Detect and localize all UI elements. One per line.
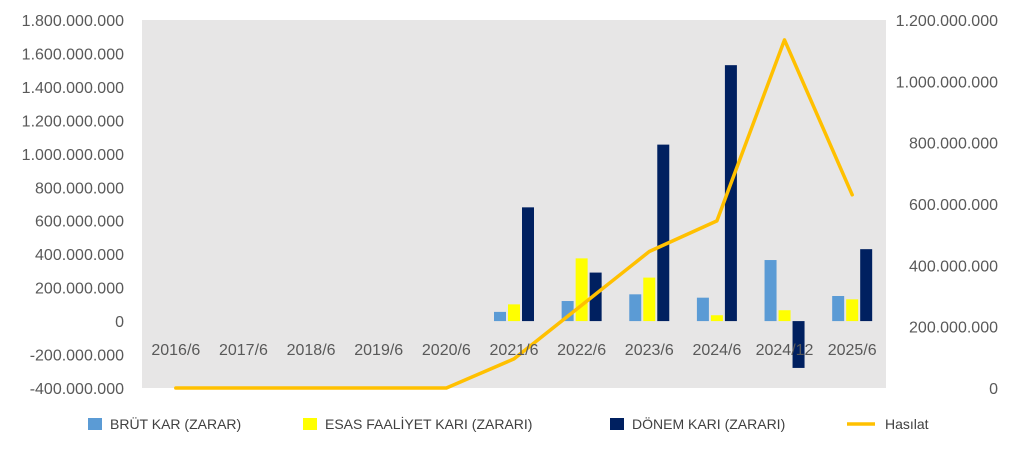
right-tick-label: 200.000.000 bbox=[909, 320, 998, 337]
left-tick-label: 1.200.000.000 bbox=[22, 113, 124, 130]
left-tick-label: 0 bbox=[115, 314, 124, 331]
right-tick-label: 800.000.000 bbox=[909, 136, 998, 153]
bar-1-2024-12 bbox=[764, 260, 777, 322]
bar-2-2022-6 bbox=[575, 258, 588, 322]
bar-2-2023-6 bbox=[643, 277, 656, 322]
left-tick-label: 1.600.000.000 bbox=[22, 46, 124, 63]
bar-2-2024-12 bbox=[778, 310, 791, 322]
bar-series-group bbox=[494, 65, 873, 368]
x-tick-label: 2019/6 bbox=[354, 342, 403, 359]
bar-2-2021-6 bbox=[508, 304, 520, 322]
x-tick-label: 2022/6 bbox=[557, 342, 606, 359]
x-tick-label: 2018/6 bbox=[287, 342, 336, 359]
left-tick-label: 1.800.000.000 bbox=[22, 13, 124, 30]
line-series-group bbox=[174, 38, 854, 390]
left-tick-label: 1.400.000.000 bbox=[22, 80, 124, 97]
bar-3-2024-12 bbox=[792, 321, 805, 368]
right-tick-label: 400.000.000 bbox=[909, 258, 998, 275]
left-tick-label: 600.000.000 bbox=[35, 214, 124, 231]
bar-3-2024-6 bbox=[724, 65, 737, 322]
bar-1-2023-6 bbox=[629, 294, 642, 322]
legend-swatch bbox=[303, 418, 317, 430]
legend-label: ESAS FAALİYET KARI (ZARARI) bbox=[325, 415, 532, 432]
right-tick-label: 600.000.000 bbox=[909, 197, 998, 214]
left-tick-label: -400.000.000 bbox=[30, 381, 124, 398]
x-tick-label: 2020/6 bbox=[422, 342, 471, 359]
left-y-axis: -400.000.000 -200.000.000 0 200.000.000 400.… bbox=[22, 13, 124, 398]
x-axis-labels: 2016/6 2017/6 2018/6 2019/6 2020/6 2021/6 2022… bbox=[151, 342, 876, 359]
x-tick-label: 2017/6 bbox=[219, 342, 268, 359]
legend-label: BRÜT KAR (ZARAR) bbox=[110, 415, 241, 432]
left-tick-label: 400.000.000 bbox=[35, 247, 124, 264]
legend-swatch bbox=[610, 418, 624, 430]
bar-1-2025-6 bbox=[832, 296, 845, 322]
x-tick-label: 2025/6 bbox=[828, 342, 877, 359]
legend-label: DÖNEM KARI (ZARARI) bbox=[632, 415, 785, 432]
bar-2-2024-6 bbox=[710, 315, 723, 322]
legend: BRÜT KAR (ZARAR) ESAS FAALİYET KARI (ZARA… bbox=[88, 415, 929, 432]
left-tick-label: -200.000.000 bbox=[30, 348, 124, 365]
x-tick-label: 2016/6 bbox=[151, 342, 200, 359]
right-tick-label: 1.200.000.000 bbox=[896, 13, 998, 30]
left-tick-label: 200.000.000 bbox=[35, 281, 124, 298]
x-tick-label: 2023/6 bbox=[625, 342, 674, 359]
left-tick-label: 800.000.000 bbox=[35, 180, 124, 197]
bar-3-2021-6 bbox=[522, 207, 534, 322]
x-tick-label: 2024/12 bbox=[756, 342, 814, 359]
line-series-1 bbox=[174, 38, 854, 390]
x-tick-label: 2021/6 bbox=[490, 342, 539, 359]
right-y-axis: 0 200.000.000 400.000.000 600.000.000 800.00… bbox=[896, 13, 998, 398]
bar-3-2025-6 bbox=[860, 249, 873, 322]
right-tick-label: 1.000.000.000 bbox=[896, 74, 998, 91]
right-tick-label: 0 bbox=[989, 381, 998, 398]
x-tick-label: 2024/6 bbox=[692, 342, 741, 359]
bar-3-2023-6 bbox=[657, 144, 670, 322]
legend-swatch bbox=[88, 418, 102, 430]
bar-3-2022-6 bbox=[589, 272, 602, 322]
left-tick-label: 1.000.000.000 bbox=[22, 147, 124, 164]
bar-1-2024-6 bbox=[696, 297, 709, 322]
legend-label: Hasılat bbox=[885, 416, 929, 432]
bar-1-2021-6 bbox=[494, 311, 506, 322]
bar-2-2025-6 bbox=[846, 299, 859, 322]
plot-area bbox=[142, 20, 886, 388]
